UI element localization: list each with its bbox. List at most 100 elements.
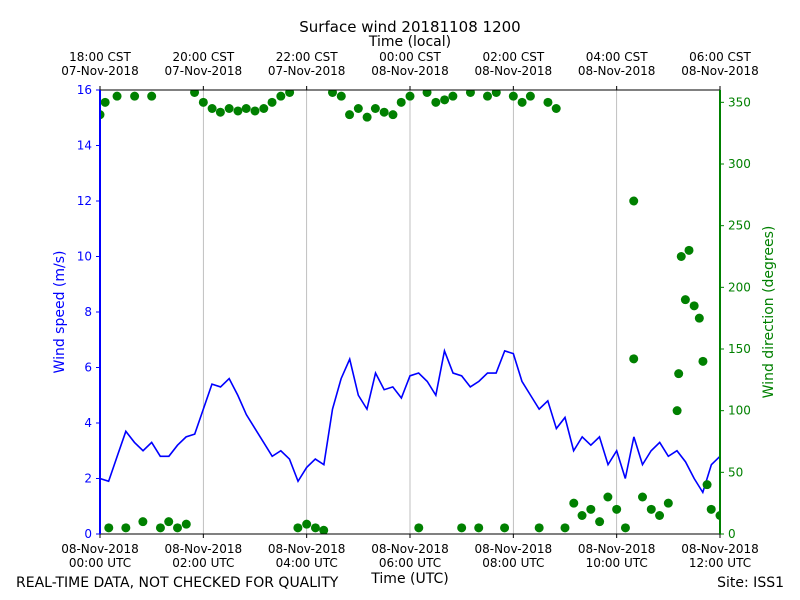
wind-direction-point: [100, 97, 110, 107]
wind-direction-point: [181, 519, 191, 529]
footer-left: REAL-TIME DATA, NOT CHECKED FOR QUALITY: [16, 575, 339, 591]
wind-direction-point: [595, 517, 605, 527]
wind-direction-point: [164, 517, 174, 527]
wind-direction-point: [293, 523, 303, 533]
y-tick-label: 14: [77, 139, 92, 153]
x2-tick-label: 04:00 CST 08-Nov-2018: [578, 50, 656, 78]
wind-direction-point: [259, 104, 269, 113]
x-tick-label: 08-Nov-2018 08:00 UTC: [475, 542, 553, 570]
wind-direction-point: [702, 480, 712, 490]
x-tick-label: 08-Nov-2018 04:00 UTC: [268, 542, 346, 570]
x2-tick-label: 22:00 CST 07-Nov-2018: [268, 50, 346, 78]
wind-direction-point: [534, 523, 544, 533]
wind-direction-point: [680, 295, 690, 305]
wind-direction-point: [121, 523, 131, 533]
wind-direction-point: [560, 523, 570, 533]
x-tick-label: 08-Nov-2018 12:00 UTC: [681, 542, 759, 570]
wind-direction-point: [362, 112, 372, 122]
wind-direction-point: [638, 492, 647, 502]
x-tick-label: 08-Nov-2018 10:00 UTC: [578, 542, 656, 570]
x-axis-label: Time (UTC): [370, 571, 448, 587]
y2-tick-label: 300: [728, 157, 751, 171]
wind-direction-point: [414, 523, 424, 533]
wind-direction-point: [405, 91, 415, 101]
y2-tick-label: 100: [728, 404, 751, 418]
x-tick-label: 08-Nov-2018 02:00 UTC: [165, 542, 243, 570]
x-tick-label: 08-Nov-2018 00:00 UTC: [61, 542, 139, 570]
wind-direction-point: [448, 91, 458, 101]
wind-direction-point: [474, 523, 484, 533]
y2-tick-label: 200: [728, 280, 751, 294]
wind-direction-point: [198, 97, 208, 107]
y-axis-label: Wind speed (m/s): [52, 251, 68, 374]
x2-axis-label: Time (local): [368, 34, 451, 50]
chart-title: Surface wind 20181108 1200: [299, 18, 520, 36]
wind-direction-point: [543, 97, 553, 107]
wind-direction-point: [655, 511, 665, 520]
y-tick-label: 16: [77, 83, 92, 97]
y-tick-label: 0: [84, 527, 92, 541]
wind-direction-point: [104, 523, 114, 533]
wind-direction-point: [328, 90, 337, 97]
y-tick-label: 10: [77, 250, 92, 264]
x2-tick-label: 18:00 CST 07-Nov-2018: [61, 50, 139, 78]
wind-direction-point: [319, 525, 329, 534]
wind-direction-point: [370, 104, 380, 113]
wind-speed-line: [100, 347, 720, 495]
wind-direction-point: [457, 523, 467, 533]
wind-direction-point: [147, 91, 157, 101]
wind-direction-point: [706, 504, 716, 514]
wind-direction-point: [577, 511, 587, 520]
y2-tick-label: 50: [728, 465, 743, 479]
wind-direction-point: [100, 110, 105, 120]
wind-direction-point: [267, 97, 277, 107]
wind-direction-point: [612, 504, 622, 514]
y2-tick-label: 0: [728, 527, 736, 541]
x2-tick-label: 00:00 CST 08-Nov-2018: [371, 50, 449, 78]
wind-direction-point: [224, 104, 234, 113]
wind-direction-point: [646, 504, 656, 514]
wind-direction-point: [603, 492, 613, 502]
wind-direction-point: [241, 104, 251, 113]
y2-tick-label: 250: [728, 219, 751, 233]
wind-direction-point: [431, 97, 441, 107]
y2-tick-label: 150: [728, 342, 751, 356]
y2-axis-label: Wind direction (degrees): [761, 226, 777, 399]
y2-tick-label: 350: [728, 95, 751, 109]
wind-direction-point: [689, 301, 699, 311]
wind-direction-point: [336, 91, 346, 101]
x2-tick-label: 06:00 CST 08-Nov-2018: [681, 50, 759, 78]
wind-direction-point: [379, 107, 389, 117]
y-tick-label: 12: [77, 194, 92, 208]
wind-direction-point: [440, 95, 450, 105]
wind-direction-point: [517, 97, 527, 107]
wind-direction-point: [694, 313, 704, 323]
y-tick-label: 8: [84, 305, 92, 319]
wind-direction-point: [629, 196, 639, 206]
wind-direction-point: [569, 498, 579, 508]
wind-direction-point: [715, 511, 720, 520]
wind-direction-point: [551, 104, 561, 113]
wind-direction-point: [130, 91, 140, 101]
wind-direction-point: [112, 91, 122, 101]
wind-direction-point: [684, 245, 694, 255]
wind-direction-point: [190, 90, 200, 97]
wind-direction-point: [155, 523, 165, 533]
wind-direction-point: [586, 504, 596, 514]
x-tick-label: 08-Nov-2018 06:00 UTC: [371, 542, 449, 570]
x2-tick-label: 20:00 CST 07-Nov-2018: [165, 50, 243, 78]
wind-direction-point: [674, 369, 684, 379]
wind-direction-point: [491, 90, 501, 97]
wind-direction-point: [672, 406, 682, 416]
wind-direction-point: [629, 354, 639, 364]
x2-tick-label: 02:00 CST 08-Nov-2018: [475, 50, 553, 78]
wind-direction-point: [388, 110, 398, 120]
wind-direction-point: [483, 91, 492, 101]
y-tick-label: 2: [84, 472, 92, 486]
wind-direction-point: [345, 110, 355, 120]
wind-direction-point: [215, 107, 225, 117]
y-tick-label: 6: [84, 361, 92, 375]
wind-direction-point: [353, 104, 363, 113]
wind-direction-point: [525, 91, 535, 101]
y-tick-label: 4: [84, 416, 92, 430]
